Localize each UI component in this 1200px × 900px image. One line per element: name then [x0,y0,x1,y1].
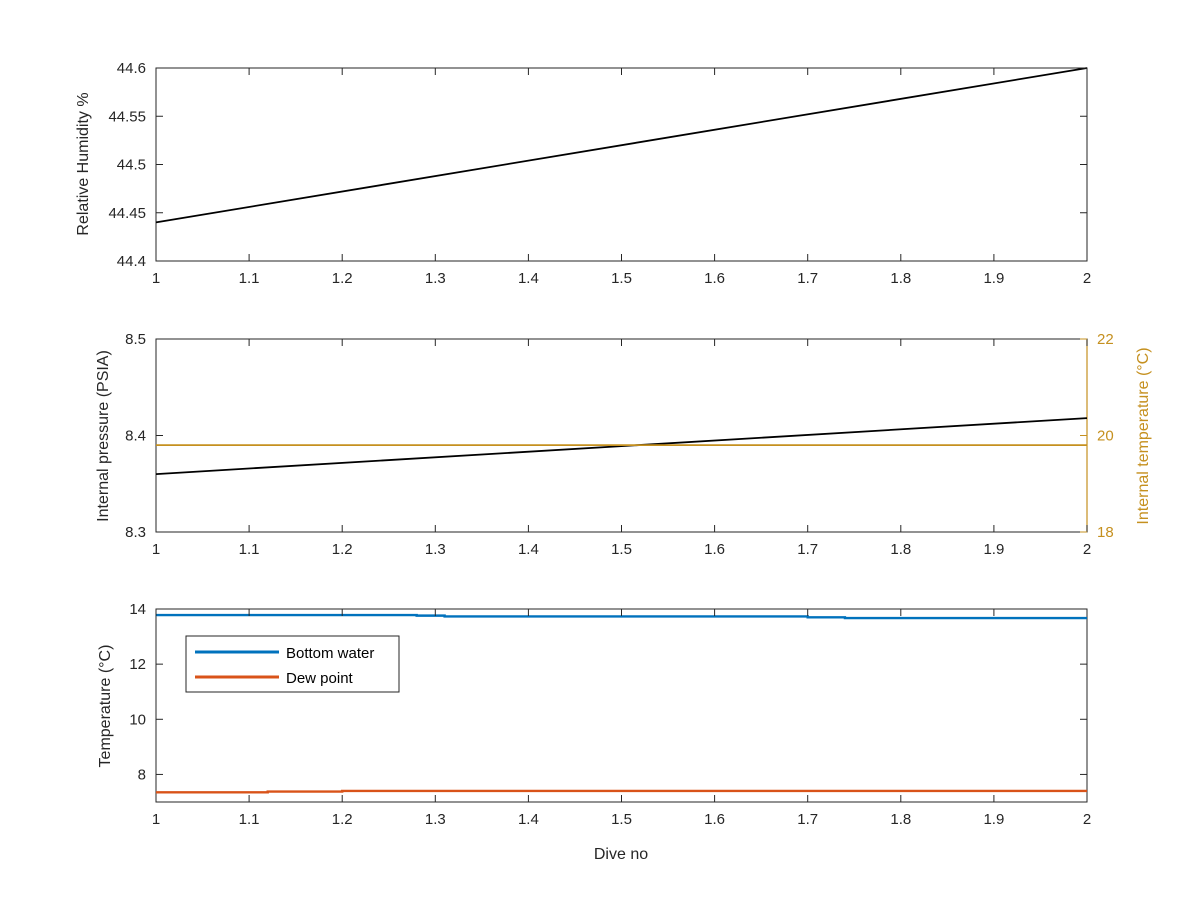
x-axis: 1 1.1 1.2 1.3 1.4 1.5 1.6 1.7 1.8 1.9 2 [152,68,1091,287]
x-tick-label: 1.5 [611,270,632,287]
x-tick-label: 1.7 [797,270,818,287]
x-tick-label: 1.8 [890,541,911,558]
x-tick-label: 1.1 [239,541,260,558]
x-tick-label: 2 [1083,270,1091,287]
x-tick-label: 1.4 [518,811,539,828]
x-tick-label: 1.3 [425,541,446,558]
x-tick-label: 1.5 [611,811,632,828]
x-tick-label: 1.4 [518,270,539,287]
y-tick-label: 8.3 [125,524,146,541]
y-axis-right-label: Internal temperature (°C) [1135,347,1152,524]
plot-area [155,67,1088,262]
y-axis-right: 18 20 22 [1080,331,1114,541]
x-tick-label: 1 [152,270,160,287]
y-tick-label: 8.5 [125,331,146,348]
x-tick-label: 1.6 [704,541,725,558]
y-axis-label: Relative Humidity % [75,92,92,235]
legend: Bottom water Dew point [185,635,400,693]
plot-area [155,338,1088,533]
x-tick-label: 1.2 [332,811,353,828]
y-tick-label: 44.45 [108,205,146,222]
x-tick-label: 1.9 [983,811,1004,828]
y-axis-label: Internal pressure (PSIA) [95,350,112,522]
series-layer [155,67,1088,224]
x-tick-label: 1 [152,541,160,558]
y-axis-label: Temperature (°C) [97,645,114,768]
y-right-tick-label: 22 [1097,331,1114,348]
x-tick-label: 1.7 [797,811,818,828]
x-tick-label: 1.3 [425,270,446,287]
y-tick-label: 10 [129,711,146,728]
x-tick-label: 1.2 [332,270,353,287]
legend-box [185,635,400,693]
series-line-dew-point [156,789,1087,794]
x-tick-label: 1.8 [890,811,911,828]
y-tick-label: 44.55 [108,108,146,125]
y-right-tick-label: 20 [1097,428,1114,445]
x-tick-label: 1.4 [518,541,539,558]
x-axis: 1 1.1 1.2 1.3 1.4 1.5 1.6 1.7 1.8 1.9 2 [152,609,1091,828]
legend-label-dew-point: Dew point [286,670,354,687]
y-tick-label: 44.5 [117,157,146,174]
series-line-1 [155,67,1088,224]
y-tick-label: 8.4 [125,428,146,445]
y-axis: 8 10 12 14 [129,601,1087,783]
x-tick-label: 1 [152,811,160,828]
series-line-bottom-water [156,613,1087,620]
y-tick-label: 8 [138,766,146,783]
y-right-tick-label: 18 [1097,524,1114,541]
x-tick-label: 1.1 [239,270,260,287]
x-tick-label: 1.5 [611,541,632,558]
x-tick-label: 1.9 [983,270,1004,287]
y-tick-label: 44.4 [117,253,146,270]
series-layer [155,417,1088,475]
x-axis-label: Dive no [594,846,648,863]
x-tick-label: 1.6 [704,270,725,287]
y-axis: 44.4 44.45 44.5 44.55 44.6 [108,60,1087,270]
x-tick-label: 1.2 [332,541,353,558]
y-tick-label: 12 [129,656,146,673]
y-axis: 8.3 8.4 8.5 [125,331,163,541]
x-tick-label: 2 [1083,811,1091,828]
y-tick-label: 44.6 [117,60,146,77]
x-tick-label: 1.7 [797,541,818,558]
x-axis: 1 1.1 1.2 1.3 1.4 1.5 1.6 1.7 1.8 1.9 2 [152,339,1091,558]
panel-internal-pressure: 1 1.1 1.2 1.3 1.4 1.5 1.6 1.7 1.8 1.9 2 8.38.48.5 … [95,331,1152,558]
x-tick-label: 1.6 [704,811,725,828]
panel-relative-humidity: 1 1.1 1.2 1.3 1.4 1.5 1.6 1.7 1.8 1.9 2 44.444.454… [75,60,1091,287]
x-tick-label: 1.1 [239,811,260,828]
x-tick-label: 2 [1083,541,1091,558]
x-tick-label: 1.9 [983,541,1004,558]
panel-temperature: 1 1.1 1.2 1.3 1.4 1.5 1.6 1.7 1.8 1.9 2 8 10 12 14 Te… [97,601,1091,863]
x-tick-label: 1.3 [425,811,446,828]
y-tick-label: 14 [129,601,146,618]
series-line-1 [155,417,1088,475]
series-layer [156,613,1087,794]
legend-label-bottom-water: Bottom water [286,645,374,662]
x-tick-label: 1.8 [890,270,911,287]
